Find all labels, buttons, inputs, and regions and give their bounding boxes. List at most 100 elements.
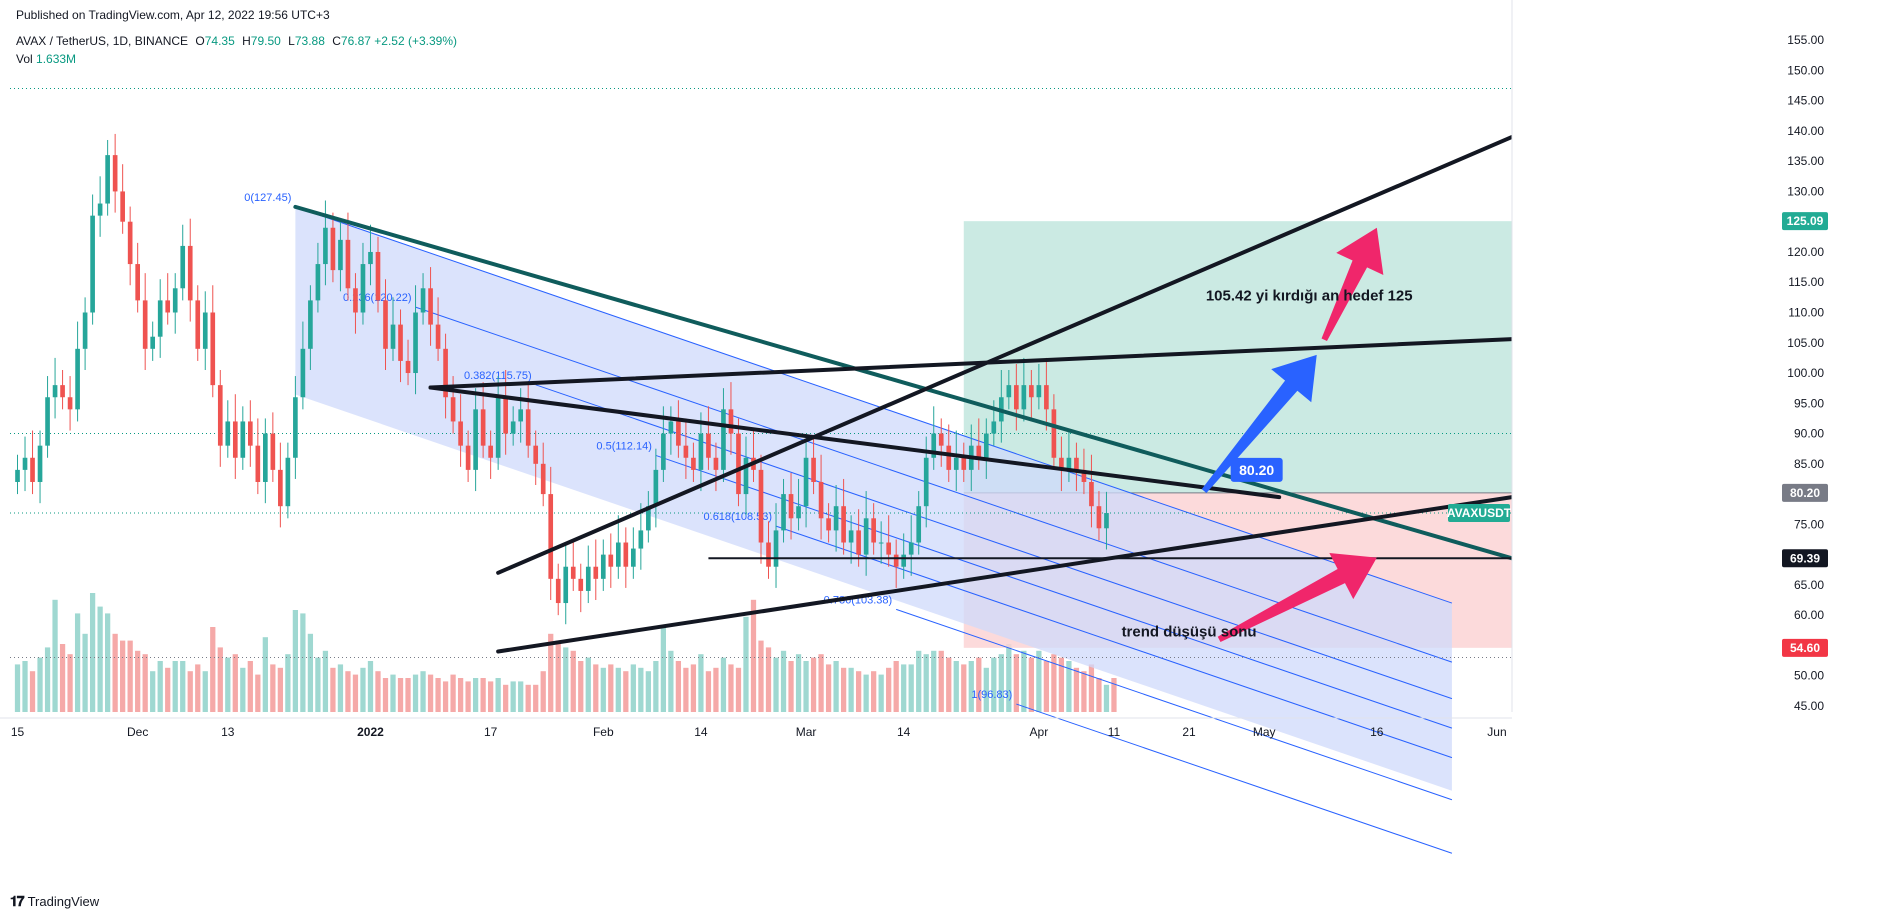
volume-bar <box>585 657 591 712</box>
candle-body <box>105 155 110 204</box>
volume-bar <box>405 678 411 712</box>
candle-body <box>1044 385 1049 410</box>
candle-body <box>698 433 704 470</box>
volume-bar <box>292 610 299 712</box>
volume-bar <box>690 664 697 712</box>
trendline <box>428 385 1282 500</box>
annotation-arrow <box>1321 227 1384 342</box>
volume-bar <box>135 650 141 712</box>
volume-bar <box>863 674 869 712</box>
volume-bar <box>1081 671 1087 712</box>
candle-body <box>315 264 321 301</box>
volume-bar <box>74 613 81 712</box>
candle-body <box>488 445 493 458</box>
candle-body <box>308 300 313 349</box>
candle-body <box>353 288 358 313</box>
candle-body <box>172 288 178 313</box>
volume-bar <box>540 671 546 712</box>
volume-bar <box>1051 654 1057 712</box>
volume-bar <box>52 599 58 712</box>
volume-bar <box>345 671 351 712</box>
candle-body <box>623 542 629 567</box>
candle-body <box>82 312 88 349</box>
volume-bar <box>780 650 787 712</box>
volume-bar <box>908 664 914 712</box>
volume-bar <box>472 678 479 712</box>
trendline <box>496 495 1514 654</box>
annotations[interactable]: 105.42 yi kırdığı an hedef 125 trend düşü… <box>1122 227 1413 643</box>
volume-bar <box>961 664 967 712</box>
candle-body <box>991 421 997 434</box>
candles <box>15 133 1109 625</box>
candle-body <box>368 251 373 265</box>
candle-body <box>37 445 43 482</box>
volume-bar <box>457 678 464 712</box>
volume-bar <box>1096 678 1102 712</box>
price-axis[interactable]: 155.00 150.00 145.00 140.00 135.00 130.00 125.… <box>1447 0 1882 919</box>
candle-body <box>285 457 291 507</box>
volume-bar <box>810 657 817 712</box>
footer-brand[interactable]: 𝟏𝟕 TradingView <box>10 893 99 910</box>
candle-body <box>112 155 118 192</box>
trendline <box>428 337 1514 390</box>
price-tick-label: 60.00 <box>1794 608 1824 622</box>
volume-bar <box>14 664 21 712</box>
trendlines[interactable] <box>293 134 1514 654</box>
price-tick-label: 45.00 <box>1794 699 1824 713</box>
volume-bar <box>728 664 734 712</box>
volume-bar <box>698 654 704 712</box>
volume-bar <box>840 667 847 712</box>
price-tick-label: 65.00 <box>1794 578 1824 592</box>
candle-body <box>450 397 456 422</box>
volume-bar <box>352 674 359 712</box>
volume-bar <box>720 657 727 712</box>
volume-bar <box>120 640 126 712</box>
volume-bar <box>488 681 494 712</box>
volume-bar <box>570 650 576 712</box>
time-axis[interactable]: 15 Dec 13 2022 17 Feb 14 Mar 14 Apr 11 21 May 16 Jun <box>0 717 1512 739</box>
open-value: 74.35 <box>204 34 235 48</box>
volume-legend[interactable]: Vol 1.633M <box>16 52 76 66</box>
price-tag-label: 54.60 <box>1790 641 1820 655</box>
candle-body <box>878 542 884 544</box>
volume-bar <box>578 661 584 712</box>
candle-body <box>473 409 478 470</box>
volume-bar <box>833 661 839 712</box>
price-tick-label: 100.00 <box>1787 366 1824 380</box>
volume-bar <box>112 633 118 712</box>
candle-body <box>863 518 869 555</box>
price-tick-label: 90.00 <box>1794 427 1824 441</box>
volume-bar <box>1006 644 1012 712</box>
candle-body <box>796 506 801 519</box>
price-tick-label: 75.00 <box>1794 517 1824 531</box>
volume-bar <box>653 661 659 712</box>
candle-body <box>893 554 899 567</box>
candle-body <box>548 494 554 579</box>
volume-bar <box>615 667 621 712</box>
volume-bar <box>1066 661 1072 712</box>
candle-body <box>465 445 471 470</box>
candle-body <box>195 300 201 349</box>
volume-bar <box>525 684 531 712</box>
candle-body <box>413 312 418 374</box>
candle-body <box>923 457 929 507</box>
candle-body <box>22 457 28 470</box>
high-label: H <box>242 34 251 48</box>
volume-bar <box>59 644 66 712</box>
volume-bar <box>89 593 96 712</box>
candle-body <box>375 251 381 301</box>
candle-body <box>728 409 734 434</box>
symbol-legend[interactable]: AVAX / TetherUS, 1D, BINANCE O74.35 H79.… <box>16 34 457 48</box>
volume-bar <box>773 657 779 712</box>
brand-name: TradingView <box>27 894 100 909</box>
volume-bar <box>382 678 389 712</box>
price-tick-label: 145.00 <box>1787 94 1824 108</box>
volume-bar <box>795 654 802 712</box>
time-tick-label: 2022 <box>357 725 384 739</box>
fib-level-line <box>535 384 1453 700</box>
volume-bar <box>142 654 148 712</box>
volume-bar <box>901 664 907 712</box>
price-tick-label: 85.00 <box>1794 457 1824 471</box>
fib-fill <box>295 206 1452 791</box>
